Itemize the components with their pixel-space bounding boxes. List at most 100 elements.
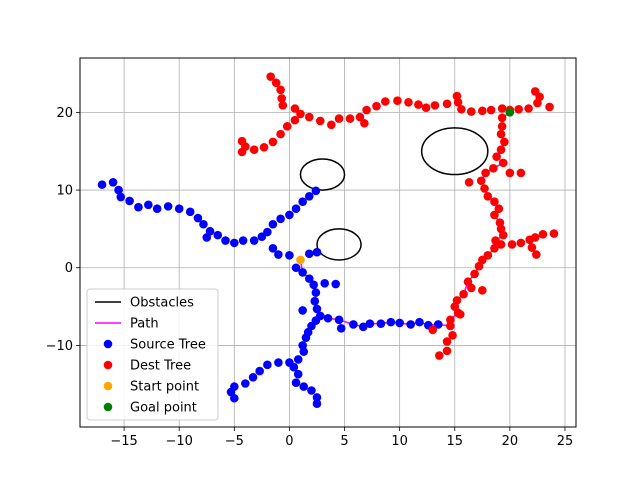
dest-tree-node	[266, 72, 275, 81]
dest-tree-node	[497, 104, 507, 113]
legend-dot-swatch	[103, 381, 113, 391]
dest-tree-node	[494, 204, 504, 214]
dest-tree-node	[327, 120, 336, 130]
dest-tree-node	[459, 289, 468, 299]
source-tree-node	[331, 279, 341, 289]
source-tree-node	[323, 313, 333, 323]
source-tree-node	[304, 274, 314, 283]
source-tree-node	[230, 393, 239, 403]
dest-tree-node	[360, 118, 369, 128]
dest-tree-node	[480, 184, 489, 193]
legend-dot-swatch	[103, 339, 113, 349]
dest-tree-node	[448, 331, 457, 340]
x-tick-label: 15	[446, 434, 463, 449]
source-tree-node	[395, 318, 404, 328]
source-tree-node	[285, 358, 294, 367]
source-tree-node	[255, 366, 264, 376]
dest-tree-node	[516, 168, 526, 178]
source-tree-node	[415, 317, 424, 327]
x-tick-label: 10	[391, 434, 408, 449]
dest-tree-node	[498, 158, 508, 168]
legend-label: Path	[130, 317, 159, 332]
source-tree-node	[202, 233, 212, 242]
dest-tree-node	[466, 107, 476, 116]
path-line	[299, 111, 511, 328]
dest-tree-node	[442, 99, 452, 109]
source-tree-node	[304, 249, 314, 259]
legend: Obstacles Path Source Tree Dest Tree Start p…	[86, 288, 219, 421]
source-tree-node	[298, 306, 307, 315]
source-tree-node	[114, 185, 123, 195]
dest-tree-node	[428, 325, 438, 335]
legend-label: Source Tree	[130, 338, 206, 353]
dest-tree-node	[334, 114, 344, 123]
source-tree-node	[293, 355, 303, 364]
dest-tree-node	[527, 243, 537, 252]
dest-tree-node	[442, 337, 452, 346]
dest-tree-node	[457, 104, 466, 114]
source-tree-node	[291, 204, 301, 214]
source-tree-node	[152, 204, 162, 214]
source-tree-node	[285, 210, 294, 220]
source-tree-node	[298, 197, 307, 207]
x-tick-label: 5	[340, 434, 348, 449]
source-tree-node	[274, 358, 283, 367]
dest-tree-node	[404, 97, 413, 107]
dest-tree-node	[486, 105, 496, 115]
dest-tree-node	[497, 113, 507, 123]
dest-tree-node	[276, 85, 285, 95]
y-tick-label: −10	[46, 339, 73, 354]
source-tree-node	[125, 196, 134, 206]
goal-point	[505, 108, 515, 117]
legend-label: Dest Tree	[130, 359, 191, 374]
dest-tree-node	[290, 115, 300, 125]
dest-tree-node	[545, 102, 554, 112]
y-tick-label: 10	[56, 184, 73, 199]
dest-tree-node	[505, 168, 515, 178]
source-tree-node	[221, 236, 230, 245]
dest-tree-node	[490, 210, 499, 220]
source-tree-node	[312, 247, 322, 257]
obstacle-circle	[316, 228, 362, 261]
source-tree-node	[163, 202, 173, 211]
dest-tree-node	[478, 285, 487, 295]
dest-tree-node	[538, 230, 548, 239]
dest-tree-node	[500, 137, 509, 147]
dest-tree-node	[478, 106, 487, 116]
x-tick-label: 20	[502, 434, 519, 449]
obstacle-circle	[420, 127, 489, 176]
dest-tree-node	[530, 233, 540, 242]
source-tree-node	[291, 263, 301, 273]
source-tree-node	[276, 214, 285, 224]
endpoints-layer	[296, 108, 515, 265]
source-tree-node	[309, 280, 318, 290]
source-tree-node	[144, 200, 153, 210]
dest-tree-node	[507, 240, 517, 249]
dest-tree-node	[414, 100, 423, 109]
source-tree-node	[312, 399, 322, 408]
dest-tree-node	[490, 244, 499, 253]
source-tree-node	[299, 382, 309, 391]
source-tree-node	[312, 393, 322, 402]
dest-tree-node	[442, 346, 452, 356]
dest-tree-node	[481, 168, 490, 178]
source-tree-node	[108, 177, 118, 187]
y-tick-label: 20	[56, 106, 73, 121]
source-tree-node	[336, 324, 346, 333]
dest-tree-node	[492, 152, 501, 161]
dest-tree-node	[476, 176, 486, 186]
source-tree-node	[358, 322, 368, 332]
dest-tree-node	[452, 91, 462, 101]
plot-frame	[79, 57, 577, 428]
source-tree-node	[312, 304, 322, 314]
y-tick-label: 0	[65, 261, 73, 276]
source-tree-node	[97, 180, 107, 189]
x-tick-label: −5	[225, 434, 244, 449]
dest-tree-layer	[237, 72, 559, 360]
source-tree-node	[116, 192, 126, 202]
dest-tree-node	[430, 101, 440, 110]
dest-tree-node	[421, 103, 431, 113]
dest-tree-node	[290, 104, 300, 113]
source-tree-node	[311, 288, 321, 297]
